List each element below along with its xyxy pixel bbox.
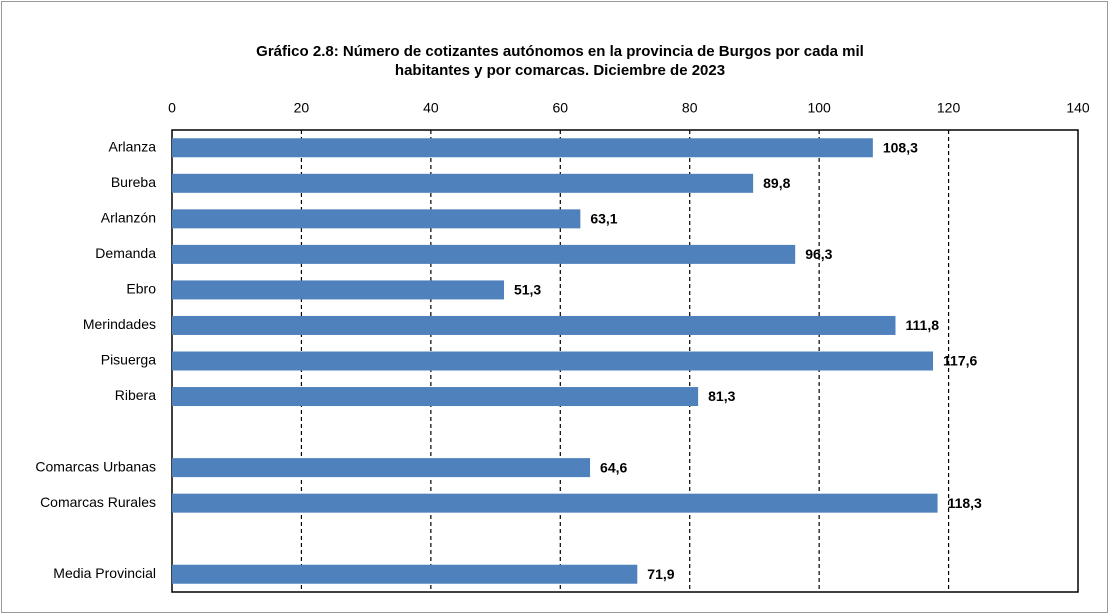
x-tick-label: 20	[294, 100, 310, 116]
bar	[172, 458, 591, 478]
value-label: 118,3	[948, 495, 982, 511]
bar	[172, 173, 754, 193]
x-tick-label: 140	[1066, 100, 1090, 116]
y-tick-label: Comarcas Rurales	[40, 494, 156, 510]
bar	[172, 387, 699, 407]
x-tick-label: 120	[937, 100, 961, 116]
y-tick-label: Arlanza	[109, 138, 157, 154]
y-tick-label: Ribera	[115, 387, 156, 403]
bar	[172, 244, 796, 264]
bar	[172, 315, 896, 335]
bar	[172, 280, 504, 300]
chart-title: Gráfico 2.8: Número de cotizantes autóno…	[256, 43, 864, 60]
x-tick-label: 80	[682, 100, 698, 116]
value-label: 111,8	[906, 317, 940, 333]
y-tick-label: Bureba	[111, 174, 156, 190]
x-tick-label: 60	[552, 100, 568, 116]
x-tick-label: 0	[168, 100, 176, 116]
y-tick-label: Ebro	[126, 281, 156, 297]
bar	[172, 209, 581, 229]
y-tick-label: Pisuerga	[101, 352, 156, 368]
bar	[172, 351, 934, 371]
x-tick-label: 40	[423, 100, 439, 116]
value-label: 117,6	[943, 353, 977, 369]
x-tick-label: 100	[807, 100, 831, 116]
bar	[172, 564, 638, 584]
y-tick-label: Demanda	[95, 245, 156, 261]
value-label: 63,1	[590, 211, 617, 227]
y-tick-label: Merindades	[83, 316, 156, 332]
chart-title: habitantes y por comarcas. Diciembre de …	[395, 62, 725, 79]
value-label: 96,3	[805, 246, 832, 262]
value-label: 81,3	[708, 388, 735, 404]
y-tick-label: Comarcas Urbanas	[35, 458, 156, 474]
value-label: 108,3	[883, 139, 918, 155]
bar	[172, 138, 873, 158]
value-label: 89,8	[763, 175, 790, 191]
y-tick-label: Arlanzón	[101, 210, 156, 226]
value-label: 64,6	[600, 459, 627, 475]
value-label: 51,3	[514, 282, 541, 298]
value-label: 71,9	[647, 566, 674, 582]
y-tick-label: Media Provincial	[53, 565, 156, 581]
bar	[172, 493, 938, 513]
